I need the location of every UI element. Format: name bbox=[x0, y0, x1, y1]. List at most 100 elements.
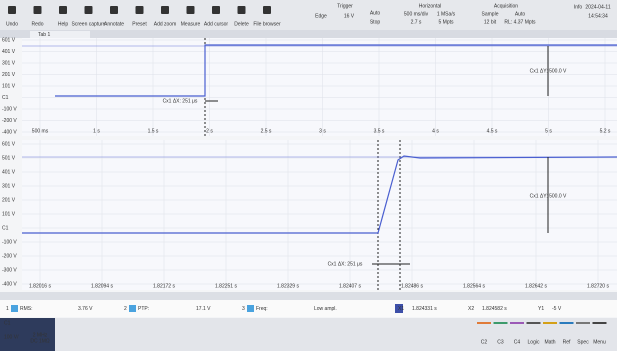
x-label: 4 s bbox=[432, 128, 439, 134]
channel-scale: 100 V/ bbox=[4, 334, 19, 340]
channel-button[interactable]: Menu bbox=[593, 339, 606, 345]
x-label: 3.5 s bbox=[374, 128, 385, 134]
section-item[interactable]: Auto bbox=[515, 11, 526, 17]
section-item[interactable]: Sample bbox=[482, 11, 499, 17]
y-label: -400 V bbox=[2, 129, 17, 135]
channel-button[interactable]: C4 bbox=[514, 339, 521, 345]
button-icon bbox=[237, 6, 246, 14]
cursor-label: Cx1 ΔX: 251 μs bbox=[328, 261, 363, 267]
channel-button-bar bbox=[510, 322, 524, 324]
section-item[interactable]: 500 ms/div bbox=[404, 11, 429, 17]
y-label: -100 V bbox=[2, 106, 17, 112]
channel-button-bar bbox=[526, 322, 541, 324]
channel-button[interactable]: Ref bbox=[563, 339, 571, 345]
toolbar-button[interactable]: Redo bbox=[32, 21, 44, 27]
y-label: C1 bbox=[2, 225, 9, 231]
section-item[interactable]: RL: 4.37 Mpts bbox=[504, 19, 536, 25]
channel-button[interactable]: C3 bbox=[497, 339, 504, 345]
channel-name: C1 bbox=[4, 320, 11, 326]
channel-button-bar bbox=[559, 322, 574, 324]
channel-button[interactable]: Spec bbox=[577, 339, 589, 345]
x-label: 1 s bbox=[93, 128, 100, 134]
cursor-name: X2 bbox=[468, 306, 474, 312]
measure-index: 3 bbox=[242, 306, 245, 312]
toolbar-button[interactable]: Undo bbox=[6, 21, 18, 27]
x-label: 5.2 s bbox=[600, 128, 611, 134]
channel-button[interactable]: Logic bbox=[528, 339, 540, 345]
time: 14:54:34 bbox=[588, 13, 608, 19]
channel-button[interactable]: C2 bbox=[481, 339, 488, 345]
button-icon bbox=[8, 6, 16, 14]
section-title: Trigger bbox=[337, 3, 353, 9]
section-title: Acquisition bbox=[494, 3, 518, 9]
y-label: -300 V bbox=[2, 267, 17, 273]
cursor-value: 1.824582 s bbox=[482, 306, 507, 312]
cursor-value: 1.824331 s bbox=[412, 306, 437, 312]
y-label: 201 V bbox=[2, 197, 16, 203]
section-item[interactable]: Auto bbox=[370, 10, 381, 16]
measure-name[interactable]: Freq: bbox=[256, 306, 268, 312]
toolbar-button[interactable]: Annotate bbox=[104, 21, 124, 27]
button-icon bbox=[33, 6, 42, 14]
y-label: 101 V bbox=[2, 83, 16, 89]
y-label: 101 V bbox=[2, 211, 16, 217]
measure-value: 3.76 V bbox=[78, 306, 93, 312]
channel-button-bar bbox=[543, 322, 557, 324]
channel-button-bar bbox=[477, 322, 491, 324]
tab-label[interactable]: Tab 1 bbox=[38, 32, 50, 38]
y-label: -200 V bbox=[2, 253, 17, 259]
tab-bar bbox=[0, 30, 617, 38]
x-label: 2 s bbox=[206, 128, 213, 134]
section-item[interactable]: 2.7 s bbox=[411, 19, 422, 25]
x-label: 1.82016 s bbox=[29, 283, 51, 289]
section-item[interactable]: 5 Mpts bbox=[438, 19, 454, 25]
toolbar-button[interactable]: Delete bbox=[234, 21, 249, 27]
toolbar-button[interactable]: Help bbox=[58, 21, 69, 27]
toolbar-button[interactable]: Preset bbox=[132, 21, 147, 27]
toolbar-button[interactable]: Measure bbox=[181, 21, 201, 27]
section-item[interactable]: Stop bbox=[370, 19, 381, 25]
section-item[interactable]: 1 MSa/s bbox=[437, 11, 456, 17]
x-label: 1.82720 s bbox=[587, 283, 609, 289]
channel-button[interactable]: Math bbox=[544, 339, 555, 345]
cursor-icon bbox=[395, 304, 403, 313]
button-icon bbox=[263, 6, 271, 14]
measure-icon bbox=[11, 305, 18, 312]
measure-value: Low ampl. bbox=[314, 306, 337, 312]
measure-bar bbox=[0, 300, 617, 317]
y-label: 401 V bbox=[2, 169, 16, 175]
x-label: 1.82329 s bbox=[277, 283, 299, 289]
toolbar-button[interactable]: Add cursor bbox=[204, 21, 229, 27]
section-item[interactable]: 12 bit bbox=[484, 19, 497, 25]
x-label: 4.5 s bbox=[487, 128, 498, 134]
measure-value: 17.1 V bbox=[196, 306, 211, 312]
cursor-label: Cx1 ΔX: 251 μs bbox=[163, 98, 198, 104]
x-label: 5 s bbox=[545, 128, 552, 134]
section-title: Horizontal bbox=[419, 3, 442, 9]
toolbar bbox=[0, 0, 617, 30]
channel-bw: 2 MHz bbox=[33, 332, 48, 338]
channel-box bbox=[0, 318, 55, 351]
button-icon bbox=[212, 6, 220, 14]
toolbar-button[interactable]: Add zoom bbox=[154, 21, 177, 27]
cursor-name: X1 bbox=[398, 306, 404, 312]
measure-name[interactable]: RMS: bbox=[20, 306, 33, 312]
y-label: -400 V bbox=[2, 281, 17, 287]
x-label: 1.82486 s bbox=[401, 283, 423, 289]
toolbar-button[interactable]: File browser bbox=[253, 21, 281, 27]
toolbar-button[interactable]: Screen capture bbox=[72, 21, 106, 27]
x-label: 3 s bbox=[319, 128, 326, 134]
x-label: 1.82407 s bbox=[339, 283, 361, 289]
measure-name[interactable]: PTP: bbox=[138, 306, 149, 312]
trace bbox=[22, 155, 617, 234]
measure-icon bbox=[129, 305, 136, 312]
tab bbox=[30, 31, 90, 38]
cursor-label: Cx1 ΔY: 500.0 V bbox=[530, 193, 567, 199]
button-icon bbox=[161, 6, 169, 14]
y-label: 201 V bbox=[2, 72, 16, 78]
info[interactable]: Info bbox=[574, 4, 583, 10]
channel-coupling: DC 1MΩ bbox=[30, 338, 50, 344]
section-item[interactable]: Edge bbox=[315, 13, 327, 19]
section-item[interactable]: 16 V bbox=[344, 13, 355, 19]
